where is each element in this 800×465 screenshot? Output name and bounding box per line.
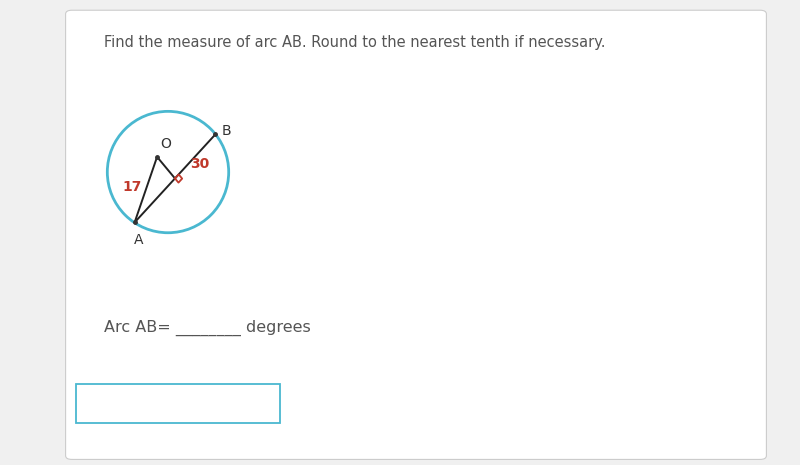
Text: B: B [222,125,231,139]
FancyBboxPatch shape [76,384,280,423]
Text: Arc AB= ________ degrees: Arc AB= ________ degrees [104,320,310,336]
Text: 17: 17 [123,179,142,193]
Text: 30: 30 [190,157,210,171]
FancyBboxPatch shape [66,10,766,459]
Text: A: A [134,233,143,247]
Text: O: O [161,138,171,152]
Text: Find the measure of arc AB. Round to the nearest tenth if necessary.: Find the measure of arc AB. Round to the… [104,35,606,50]
